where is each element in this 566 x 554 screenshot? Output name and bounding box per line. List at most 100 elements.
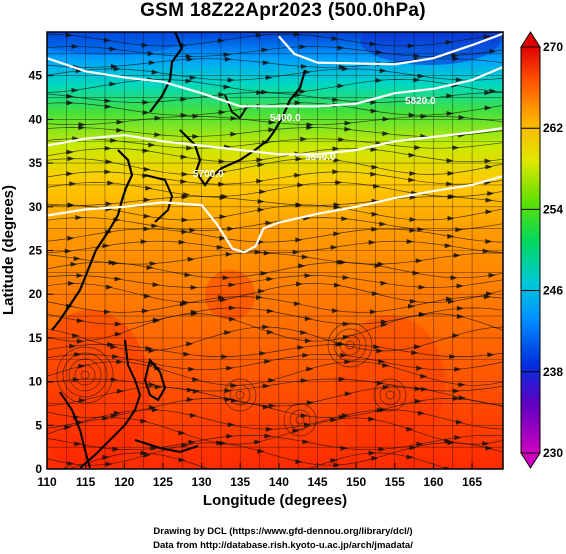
flow-arrow	[409, 298, 417, 304]
flow-arrow	[406, 239, 414, 245]
flow-arrow	[263, 250, 271, 256]
flow-arrow	[218, 159, 226, 164]
flow-arrow	[304, 316, 312, 322]
flow-arrow	[257, 199, 265, 204]
flow-arrow	[379, 221, 387, 227]
flow-arrow	[413, 53, 421, 59]
flow-arrow	[116, 127, 124, 133]
flow-arrow	[105, 461, 113, 467]
flow-arrow	[416, 441, 424, 447]
flow-arrow	[224, 388, 232, 394]
flow-arrow	[371, 291, 379, 297]
flow-arrow	[301, 254, 309, 260]
flow-arrow	[221, 354, 229, 360]
flow-arrow	[264, 358, 272, 364]
flow-arrow	[187, 256, 195, 262]
flow-arrow	[192, 134, 200, 139]
flow-arrow	[485, 291, 493, 297]
eddy-streamline	[295, 415, 305, 425]
x-tick-label: 155	[385, 475, 405, 489]
flow-arrow	[418, 312, 426, 318]
flow-arrow	[146, 265, 154, 271]
flow-arrow	[303, 422, 311, 428]
flow-arrow	[259, 350, 267, 356]
flow-arrow	[219, 214, 227, 220]
flow-arrow	[181, 171, 189, 177]
y-tick-label: 45	[29, 69, 43, 83]
flow-arrow	[293, 470, 300, 475]
flow-arrow	[452, 145, 460, 151]
flow-arrow	[109, 81, 117, 87]
colorbar-tick-label: 270	[543, 40, 563, 54]
flow-arrow	[371, 455, 379, 461]
flow-arrow	[112, 446, 120, 452]
flow-arrow	[408, 112, 416, 118]
flow-arrow	[332, 146, 340, 152]
flow-arrow	[227, 77, 235, 83]
flow-arrow	[295, 202, 303, 208]
flow-arrow	[102, 415, 110, 421]
flow-arrow	[375, 49, 383, 55]
flow-arrow	[178, 457, 186, 463]
flow-arrow	[107, 180, 115, 186]
eddy-streamline	[283, 403, 317, 437]
flow-arrow	[189, 413, 197, 418]
flow-arrow	[140, 450, 148, 456]
flow-arrow	[69, 343, 77, 349]
streamline	[47, 442, 503, 466]
flow-arrow	[179, 301, 187, 307]
flow-arrow	[154, 115, 162, 121]
flow-arrow	[102, 243, 110, 249]
flow-arrow	[458, 382, 466, 388]
flow-arrow	[369, 41, 377, 47]
eddy-streamline	[56, 346, 114, 404]
flow-arrow	[299, 44, 307, 50]
flow-arrow	[114, 331, 122, 337]
x-tick-label: 115	[76, 475, 96, 489]
flow-arrow	[380, 322, 388, 328]
flow-arrow	[105, 201, 113, 207]
streamlines	[47, 32, 503, 475]
flow-arrow	[219, 195, 227, 201]
flow-arrow	[293, 32, 301, 37]
flow-arrow	[261, 89, 269, 95]
flow-arrow	[482, 248, 490, 254]
flow-arrow	[184, 272, 192, 278]
flow-arrow	[446, 93, 454, 99]
flow-arrow	[300, 64, 308, 69]
flow-arrow	[331, 36, 339, 42]
flow-arrow	[376, 380, 384, 386]
contour-label: 5700.0	[193, 169, 224, 180]
flow-arrow	[64, 248, 72, 254]
flow-arrow	[150, 445, 158, 451]
flow-arrow	[409, 217, 417, 223]
flow-arrow	[299, 89, 307, 94]
flow-arrow	[445, 296, 453, 302]
flow-arrow	[262, 383, 270, 389]
flow-arrow	[72, 333, 80, 339]
flow-arrow	[378, 446, 386, 452]
x-tick-label: 110	[37, 475, 57, 489]
flow-arrow	[414, 398, 422, 404]
x-tick-label: 120	[114, 475, 134, 489]
eddy-streamline	[229, 384, 251, 406]
flow-arrow	[142, 110, 150, 116]
eddy-streamline	[223, 378, 257, 412]
flow-arrow	[65, 32, 73, 38]
flow-arrow	[148, 405, 156, 410]
flow-arrow	[67, 461, 75, 467]
flow-arrow	[375, 77, 383, 83]
eddy-streamline	[379, 384, 401, 406]
flow-arrow	[446, 158, 454, 164]
flow-arrow	[452, 388, 460, 394]
height-contour	[47, 175, 503, 254]
flow-arrow	[335, 180, 343, 185]
flow-arrow	[154, 384, 162, 390]
flow-arrow	[484, 105, 492, 111]
y-tick-label: 30	[29, 200, 43, 214]
flow-arrow	[371, 226, 379, 232]
flow-arrow	[264, 433, 272, 439]
eddy-streamline	[373, 378, 407, 412]
flow-arrow	[228, 282, 236, 288]
